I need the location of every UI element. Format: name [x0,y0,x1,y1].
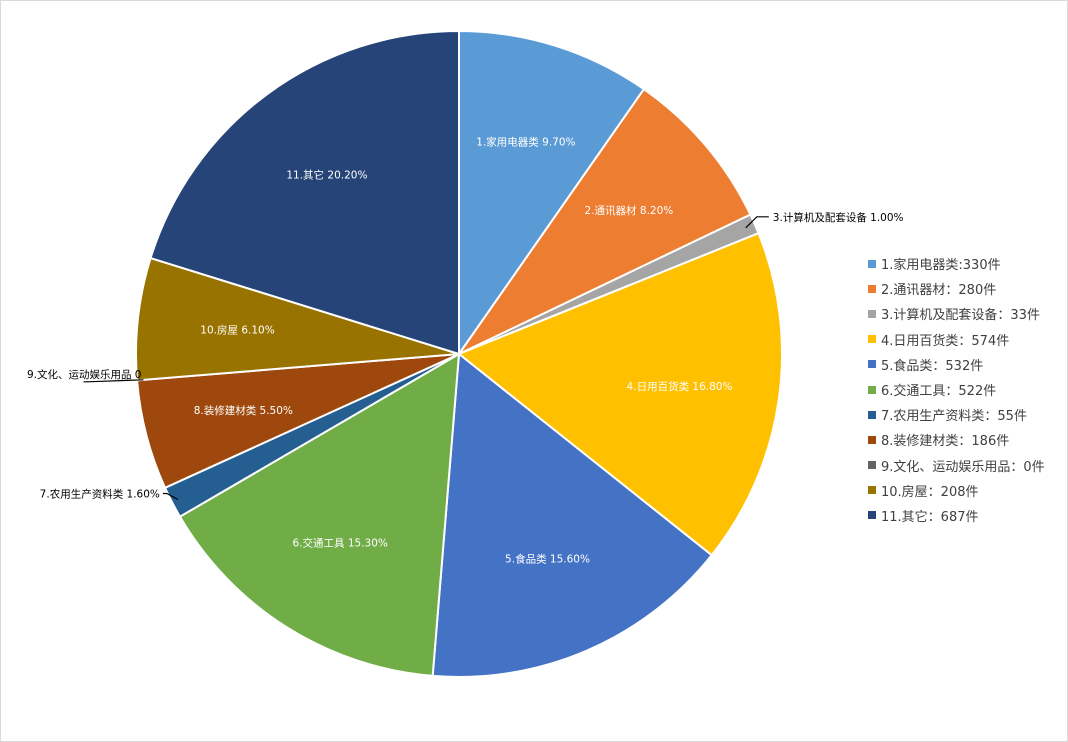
legend-label: 1.家用电器类:330件 [881,258,1001,274]
legend-label: 5.食品类：532件 [881,358,984,374]
pie-slice [178,352,461,677]
leader-lines [83,216,769,501]
leader-line [83,379,144,383]
pie-slice [135,256,460,382]
legend-label: 9.文化、运动娱乐用品：0件 [881,459,1045,475]
pie-slice [149,29,460,356]
data-labels: 1.家用电器类 9.70% 2.通讯器材 8.20% 3.计算机及配套设备 1.00… [27,135,904,565]
legend-item: 3.计算机及配套设备：33件 [868,301,1068,326]
legend-label: 11.其它：687件 [881,509,979,525]
legend-item: 5.食品类：532件 [868,352,1068,377]
legend-swatch [868,461,876,470]
data-label: 11.其它 20.20% [286,169,367,182]
leader-line [162,492,179,501]
legend-item: 11.其它：687件 [868,503,1068,528]
data-label: 9.文化、运动娱乐用品 0 [27,368,142,381]
legend-label: 4.日用百货类：574件 [881,333,1010,349]
pie-slices [135,29,783,678]
legend-label: 3.计算机及配套设备：33件 [881,308,1040,324]
legend-label: 10.房屋：208件 [881,484,979,500]
pie-slice [456,87,752,357]
legend-label: 6.交通工具：522件 [881,384,997,400]
legend-item: 6.交通工具：522件 [868,377,1068,402]
data-label: 2.通讯器材 8.20% [585,204,674,217]
legend-item: 7.农用生产资料类：55件 [868,402,1068,427]
legend-swatch [868,486,876,495]
pie-slice [458,29,646,358]
pie-slice [457,231,783,557]
data-label: 1.家用电器类 9.70% [476,135,575,148]
legend-item: 10.房屋：208件 [868,478,1068,503]
legend-item: 1.家用电器类:330件 [868,251,1068,276]
legend-swatch [868,435,876,444]
legend-swatch [868,511,876,520]
leader-line [745,216,769,229]
data-label: 3.计算机及配套设备 1.00% [773,211,904,224]
legend-swatch [868,410,876,419]
data-label: 4.日用百货类 16.80% [627,380,733,393]
legend: 1.家用电器类:330件 2.通讯器材：280件 3.计算机及配套设备：33件 4.日… [868,251,1068,528]
legend-swatch [868,259,876,268]
legend-swatch [868,309,876,318]
legend-swatch [868,385,876,394]
legend-label: 7.农用生产资料类：55件 [881,409,1027,425]
legend-label: 2.通讯器材：280件 [881,283,997,299]
data-label: 5.食品类 15.60% [505,553,590,566]
pie-slice [431,352,714,678]
data-label: 6.交通工具 15.30% [292,537,387,550]
legend-label: 8.装修建材类：186件 [881,434,1010,450]
legend-item: 4.日用百货类：574件 [868,327,1068,352]
legend-item: 2.通讯器材：280件 [868,276,1068,301]
legend-item: 9.文化、运动娱乐用品：0件 [868,453,1068,478]
data-label: 7.农用生产资料类 1.60% [40,488,160,501]
data-label: 10.房屋 6.10% [200,324,274,337]
legend-swatch [868,360,876,369]
legend-swatch [868,335,876,344]
data-label: 8.装修建材类 5.50% [194,404,293,417]
legend-item: 8.装修建材类：186件 [868,427,1068,452]
legend-swatch [868,284,876,293]
